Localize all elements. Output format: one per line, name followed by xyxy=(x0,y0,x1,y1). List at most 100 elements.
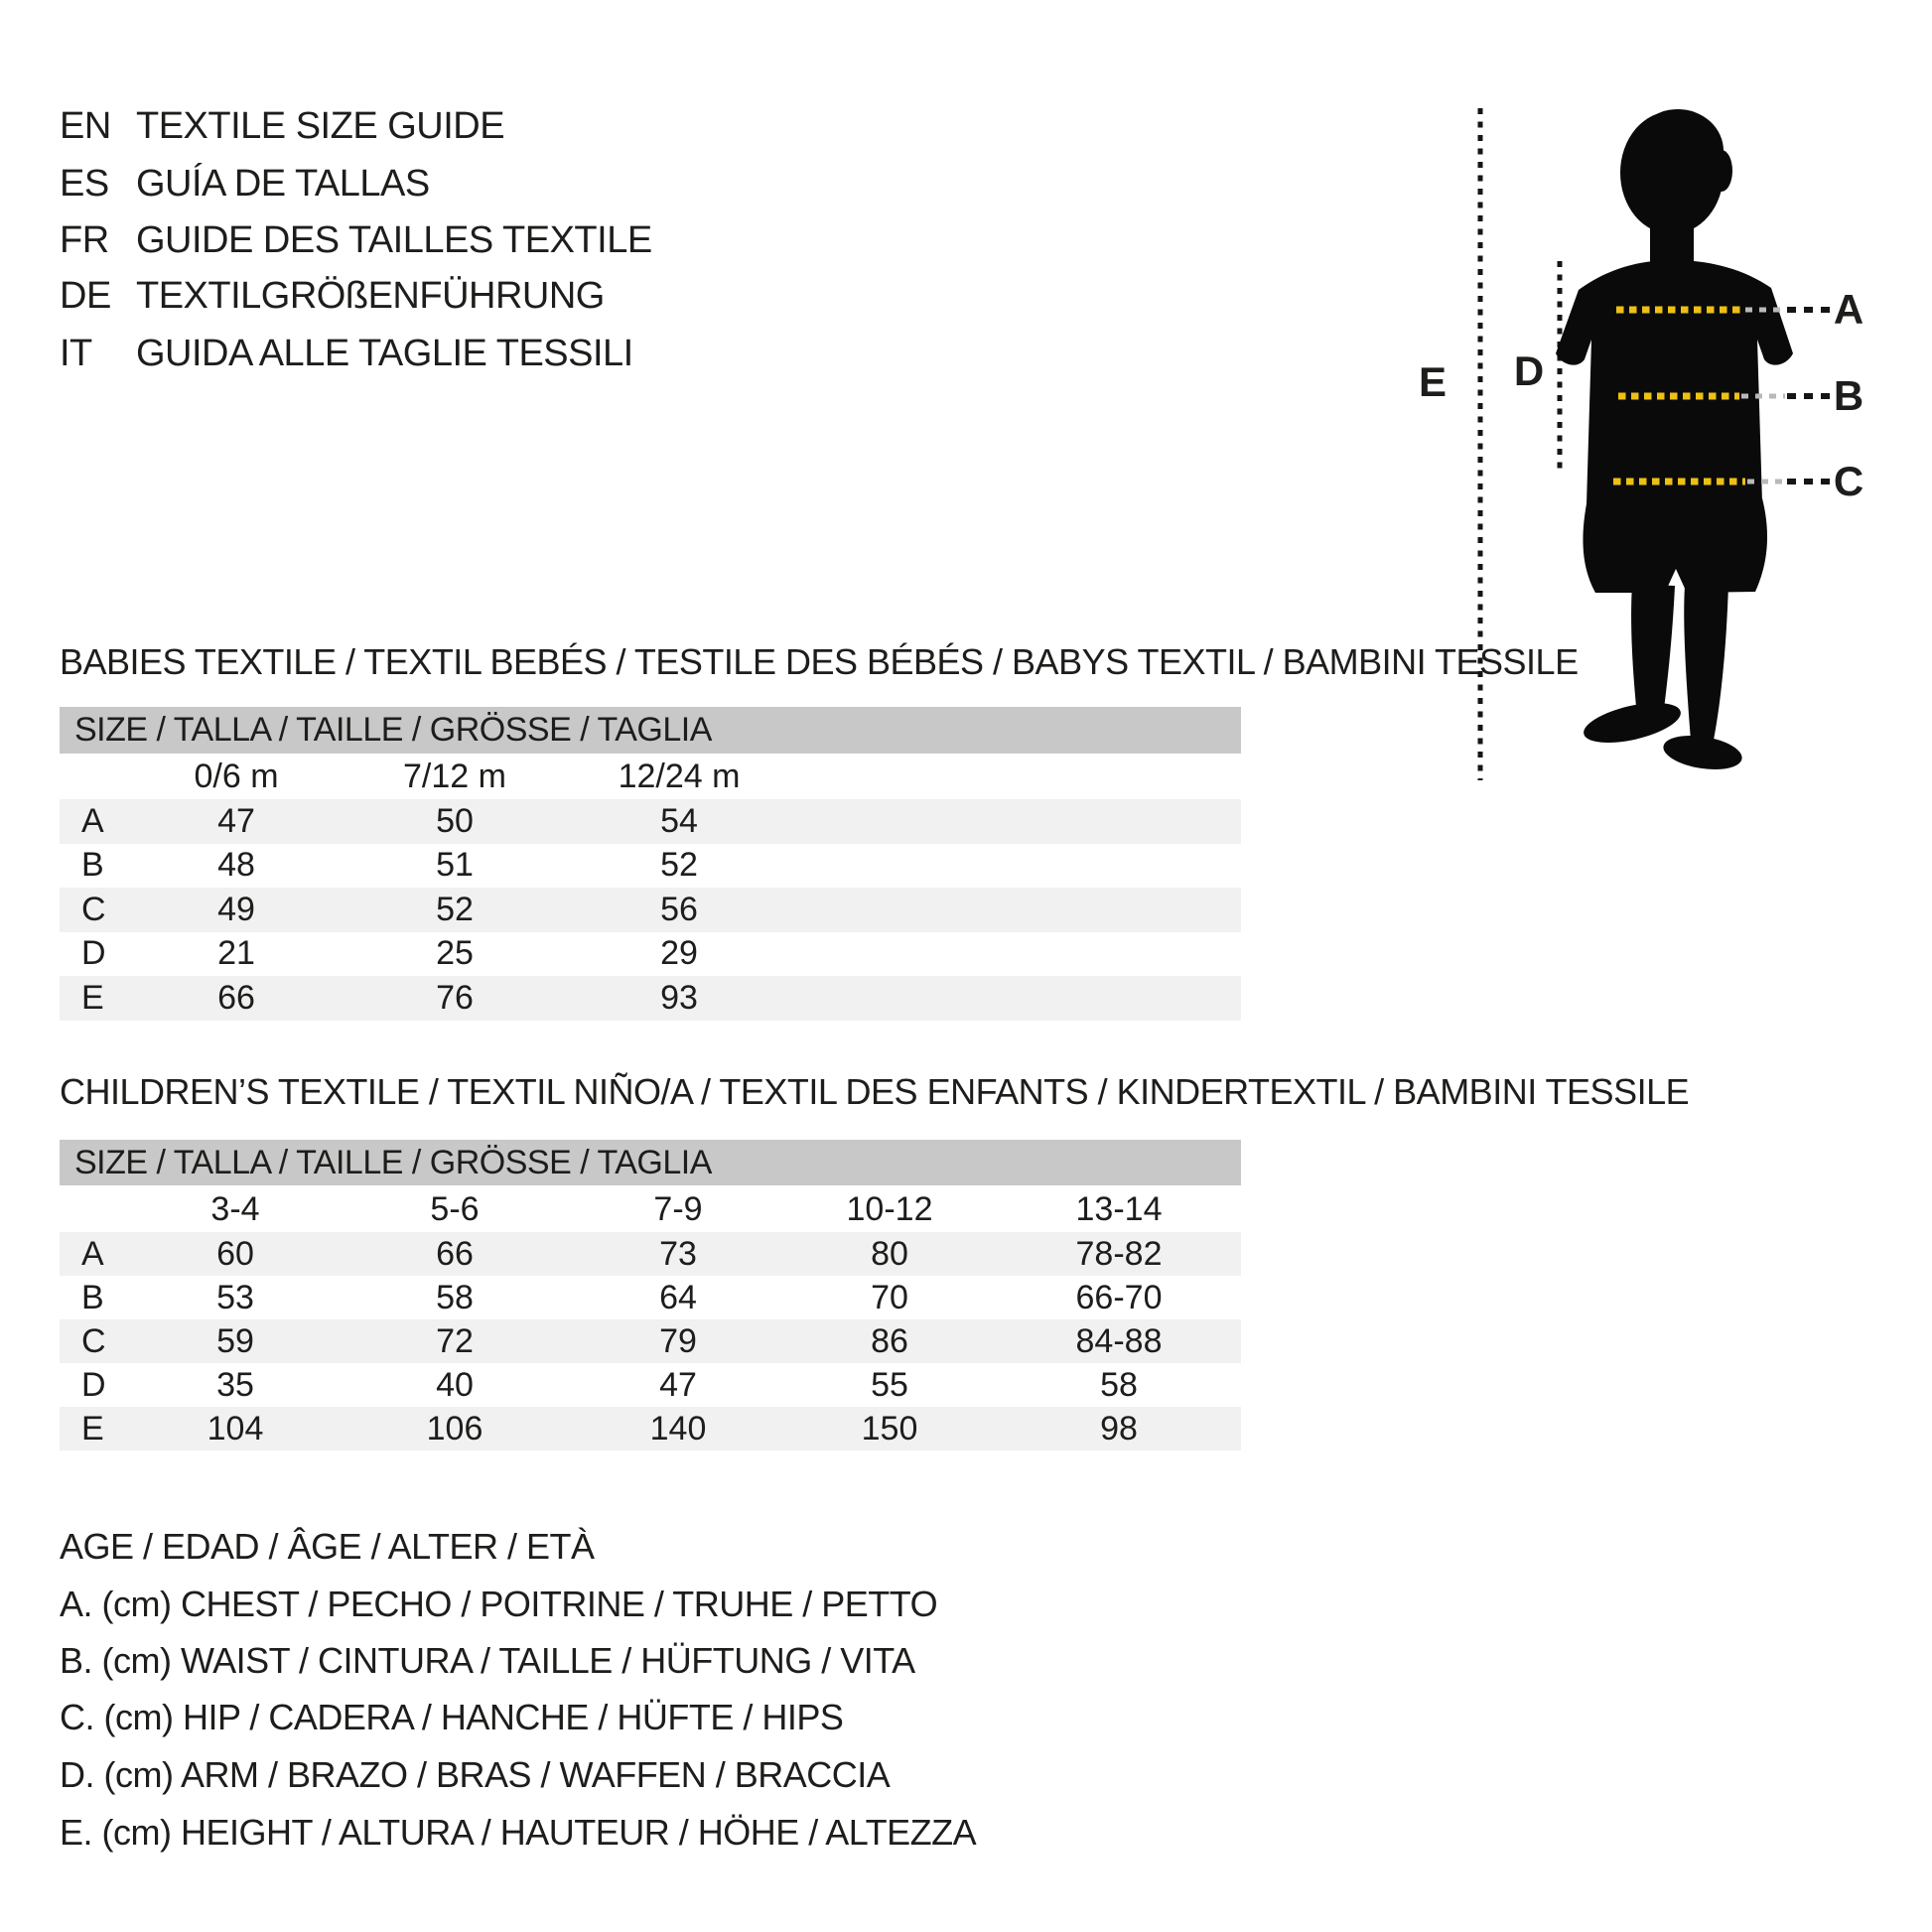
table-cell: 70 xyxy=(871,1279,908,1316)
legend-height: E. (cm) HEIGHT / ALTURA / HAUTEUR / HÖHE… xyxy=(60,1812,977,1853)
table-cell: 64 xyxy=(659,1279,697,1316)
table-cell: 52 xyxy=(436,891,474,928)
row-label: C xyxy=(81,1322,106,1360)
babies-row-d: D 21 25 29 xyxy=(60,931,1241,976)
children-row-c: C 59 72 79 86 84-88 xyxy=(60,1319,1241,1363)
table-cell: 52 xyxy=(660,846,698,884)
babies-section-title: BABIES TEXTILE / TEXTIL BEBÉS / TESTILE … xyxy=(60,641,1579,682)
table-cell: 58 xyxy=(436,1279,474,1316)
child-measurement-diagram: A B C D E xyxy=(1419,108,1863,780)
babies-row-b: B 48 51 52 xyxy=(60,843,1241,888)
table-cell: 104 xyxy=(207,1410,264,1448)
child-silhouette-icon xyxy=(1556,109,1793,769)
lang-title: GUÍA DE TALLAS xyxy=(136,163,430,205)
table-cell: 53 xyxy=(216,1279,254,1316)
babies-row-c: C 49 52 56 xyxy=(60,888,1241,932)
table-cell: 150 xyxy=(861,1410,918,1448)
table-cell: 66 xyxy=(436,1235,474,1273)
table-cell: 55 xyxy=(871,1366,908,1404)
table-cell: 78-82 xyxy=(1075,1235,1163,1273)
lang-code: DE xyxy=(60,275,111,317)
babies-row-a: A 47 50 54 xyxy=(60,799,1241,844)
label-a: A xyxy=(1834,286,1863,333)
table-cell: 98 xyxy=(1100,1410,1138,1448)
babies-row-e: E 66 76 93 xyxy=(60,976,1241,1021)
lang-title: TEXTILGRÖßENFÜHRUNG xyxy=(136,275,605,317)
lang-code: IT xyxy=(60,333,92,374)
row-label: D xyxy=(81,1366,106,1404)
table-cell: 79 xyxy=(659,1322,697,1360)
row-label: D xyxy=(81,934,106,972)
table-cell: 54 xyxy=(660,802,698,840)
table-cell: 47 xyxy=(659,1366,697,1404)
lang-code: EN xyxy=(60,105,111,147)
table-cell: 48 xyxy=(217,846,255,884)
lang-title: GUIDA ALLE TAGLIE TESSILI xyxy=(136,333,633,374)
label-e: E xyxy=(1419,358,1447,405)
table-cell: 86 xyxy=(871,1322,908,1360)
children-col-header: 13-14 xyxy=(1075,1190,1163,1228)
table-cell: 25 xyxy=(436,934,474,972)
row-label: E xyxy=(81,979,104,1017)
table-cell: 73 xyxy=(659,1235,697,1273)
row-label: A xyxy=(81,802,104,840)
table-cell: 21 xyxy=(217,934,255,972)
lang-row-de: DE TEXTILGRÖßENFÜHRUNG xyxy=(60,274,605,318)
table-cell: 35 xyxy=(216,1366,254,1404)
children-col-header: 5-6 xyxy=(430,1190,480,1228)
table-cell: 84-88 xyxy=(1075,1322,1163,1360)
children-size-header-bar: SIZE / TALLA / TAILLE / GRÖSSE / TAGLIA xyxy=(60,1140,1241,1185)
legend-chest: A. (cm) CHEST / PECHO / POITRINE / TRUHE… xyxy=(60,1584,938,1624)
babies-size-header-bar: SIZE / TALLA / TAILLE / GRÖSSE / TAGLIA xyxy=(60,707,1241,754)
row-label: B xyxy=(81,846,104,884)
table-cell: 106 xyxy=(426,1410,483,1448)
row-label: C xyxy=(81,891,106,928)
lang-code: ES xyxy=(60,163,109,205)
table-cell: 29 xyxy=(660,934,698,972)
legend-age: AGE / EDAD / ÂGE / ALTER / ETÀ xyxy=(60,1526,595,1567)
table-cell: 60 xyxy=(216,1235,254,1273)
children-column-header-row: 3-4 5-6 7-9 10-12 13-14 xyxy=(60,1187,1241,1231)
table-cell: 59 xyxy=(216,1322,254,1360)
row-label: E xyxy=(81,1410,104,1448)
table-cell: 93 xyxy=(660,979,698,1017)
row-label: A xyxy=(81,1235,104,1273)
lang-code: FR xyxy=(60,219,109,261)
legend-hip: C. (cm) HIP / CADERA / HANCHE / HÜFTE / … xyxy=(60,1697,844,1737)
table-cell: 76 xyxy=(436,979,474,1017)
table-cell: 49 xyxy=(217,891,255,928)
table-cell: 56 xyxy=(660,891,698,928)
table-cell: 40 xyxy=(436,1366,474,1404)
children-col-header: 7-9 xyxy=(653,1190,703,1228)
table-cell: 140 xyxy=(649,1410,707,1448)
table-cell: 66-70 xyxy=(1075,1279,1163,1316)
lang-row-it: IT GUIDA ALLE TAGLIE TESSILI xyxy=(60,332,633,375)
label-d: D xyxy=(1514,347,1544,394)
legend-waist: B. (cm) WAIST / CINTURA / TAILLE / HÜFTU… xyxy=(60,1640,915,1681)
table-cell: 58 xyxy=(1100,1366,1138,1404)
children-col-header: 10-12 xyxy=(846,1190,933,1228)
children-row-e: E 104 106 140 150 98 xyxy=(60,1407,1241,1450)
lang-title: TEXTILE SIZE GUIDE xyxy=(136,105,505,147)
babies-col-header: 12/24 m xyxy=(618,758,741,795)
lang-title: GUIDE DES TAILLES TEXTILE xyxy=(136,219,652,261)
table-cell: 50 xyxy=(436,802,474,840)
table-cell: 47 xyxy=(217,802,255,840)
table-cell: 80 xyxy=(871,1235,908,1273)
babies-column-header-row: 0/6 m 7/12 m 12/24 m xyxy=(60,755,1241,799)
table-cell: 51 xyxy=(436,846,474,884)
children-section-title: CHILDREN’S TEXTILE / TEXTIL NIÑO/A / TEX… xyxy=(60,1071,1690,1112)
table-cell: 72 xyxy=(436,1322,474,1360)
table-cell: 66 xyxy=(217,979,255,1017)
babies-col-header: 7/12 m xyxy=(403,758,506,795)
children-col-header: 3-4 xyxy=(210,1190,260,1228)
lang-row-es: ES GUÍA DE TALLAS xyxy=(60,162,430,206)
lang-row-en: EN TEXTILE SIZE GUIDE xyxy=(60,104,505,148)
lang-row-fr: FR GUIDE DES TAILLES TEXTILE xyxy=(60,218,652,262)
babies-col-header: 0/6 m xyxy=(194,758,279,795)
label-c: C xyxy=(1834,458,1863,504)
label-b: B xyxy=(1834,372,1863,419)
children-row-d: D 35 40 47 55 58 xyxy=(60,1363,1241,1407)
row-label: B xyxy=(81,1279,104,1316)
